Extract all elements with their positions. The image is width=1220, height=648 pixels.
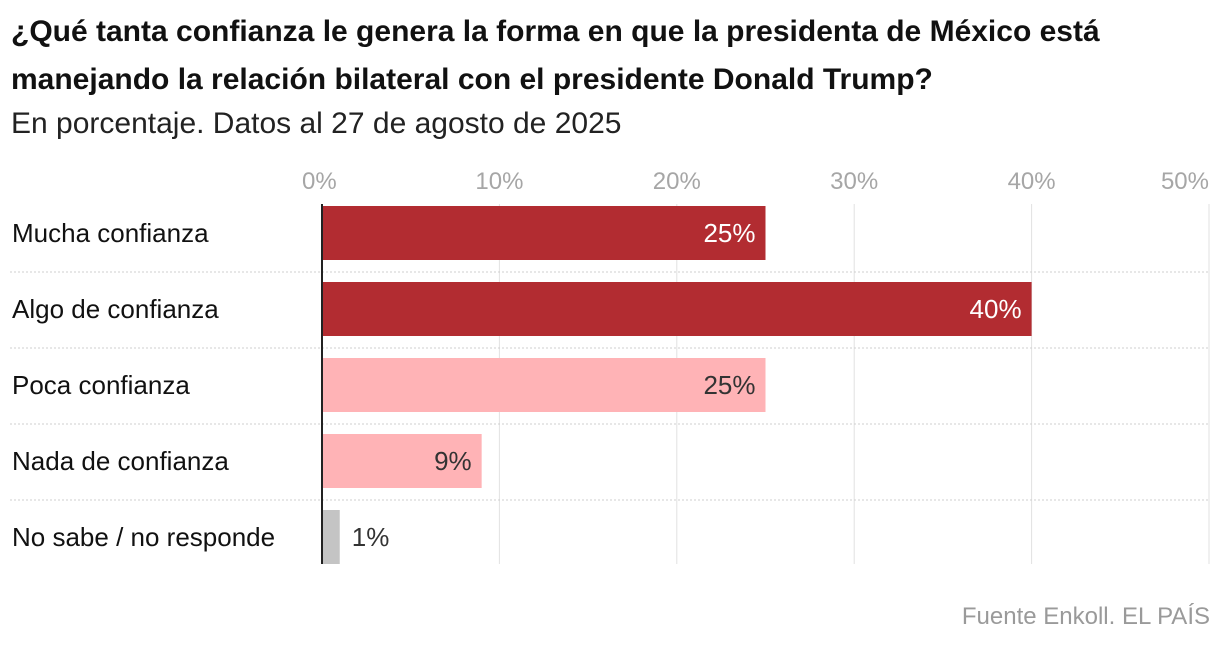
value-label: 9% xyxy=(434,446,472,476)
value-label: 25% xyxy=(703,218,755,248)
category-labels: Mucha confianza Algo de confianza Poca con… xyxy=(12,218,275,552)
value-labels: 25% 40% 25% 9% 1% xyxy=(352,218,1022,552)
bar-chart: 0% 10% 20% 30% 40% 50% Mucha confianza Algo de… xyxy=(10,168,1210,564)
bar xyxy=(322,510,340,564)
chart-title: ¿Qué tanta confianza le genera la forma … xyxy=(11,15,1100,96)
bar xyxy=(322,434,482,488)
category-label: Mucha confianza xyxy=(12,218,209,248)
bars xyxy=(322,206,1032,564)
category-label: Poca confianza xyxy=(12,370,190,400)
x-tick-label: 0% xyxy=(302,168,337,195)
gridlines xyxy=(498,204,1210,564)
x-axis-ticks: 0% 10% 20% 30% 40% 50% xyxy=(302,168,1209,195)
x-tick-label: 40% xyxy=(1008,168,1056,195)
x-tick-label: 20% xyxy=(653,168,701,195)
category-label: Algo de confianza xyxy=(12,294,219,324)
value-label: 40% xyxy=(970,294,1022,324)
source-credit: Fuente Enkoll. EL PAÍS xyxy=(961,603,1210,630)
value-label: 25% xyxy=(703,370,755,400)
chart-subtitle: En porcentaje. Datos al 27 de agosto de … xyxy=(11,107,622,140)
category-label: Nada de confianza xyxy=(12,446,229,476)
x-tick-label: 50% xyxy=(1161,168,1209,195)
category-label: No sabe / no responde xyxy=(12,522,275,552)
value-label: 1% xyxy=(352,522,390,552)
x-tick-label: 10% xyxy=(475,168,523,195)
x-tick-label: 30% xyxy=(830,168,878,195)
bar xyxy=(322,206,766,260)
bar xyxy=(322,282,1032,336)
bar xyxy=(322,358,766,412)
